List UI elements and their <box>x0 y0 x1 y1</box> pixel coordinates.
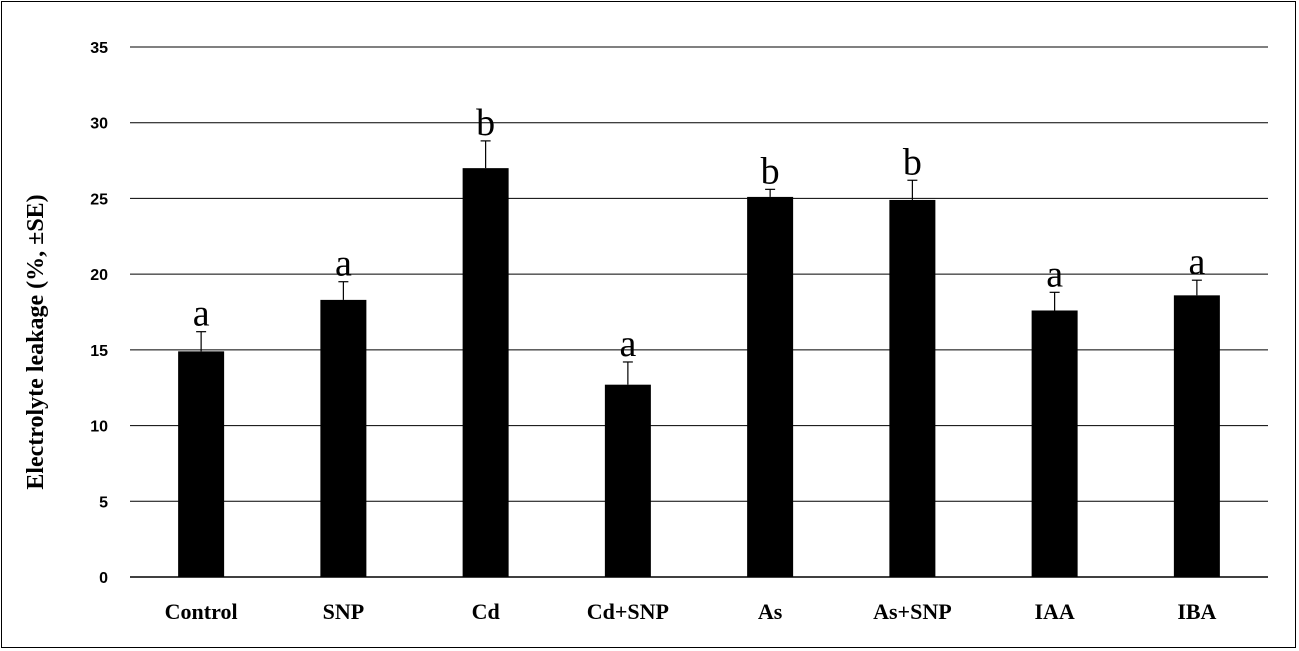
y-tick-label: 20 <box>90 267 108 284</box>
significance-letter: a <box>1046 253 1063 295</box>
y-tick-label: 5 <box>99 494 108 511</box>
y-tick-label: 30 <box>90 116 108 133</box>
y-axis-label: Electrolyte leakage (%, ±SE) <box>23 194 49 489</box>
significance-letter: b <box>903 141 922 183</box>
bar-as <box>747 196 794 577</box>
x-category-label: Control <box>165 599 238 624</box>
bar-iba <box>1173 295 1220 577</box>
bar-cd <box>462 168 509 577</box>
significance-letter: a <box>335 243 352 285</box>
y-tick-label: 25 <box>90 191 108 208</box>
x-category-label: As+SNP <box>873 599 952 624</box>
x-category-label: IAA <box>1034 599 1074 624</box>
significance-letter: a <box>193 293 210 335</box>
bar-control <box>178 351 225 577</box>
bar-snp <box>320 299 367 577</box>
x-category-label: As <box>758 599 783 624</box>
y-tick-label: 10 <box>90 419 108 436</box>
significance-letter: a <box>619 323 636 365</box>
x-category-label: Cd <box>472 599 500 624</box>
x-category-label: IBA <box>1177 599 1216 624</box>
y-tick-label: 35 <box>90 40 108 57</box>
y-tick-label: 0 <box>99 570 108 587</box>
significance-letter: a <box>1188 241 1205 283</box>
bar-as-snp <box>889 199 936 577</box>
x-category-label: SNP <box>323 599 365 624</box>
bar-iaa <box>1031 310 1078 577</box>
significance-letter: b <box>761 150 780 192</box>
significance-letter: b <box>476 102 495 144</box>
x-category-label: Cd+SNP <box>587 599 669 624</box>
y-tick-label: 15 <box>90 343 108 360</box>
bar-cd-snp <box>604 384 651 577</box>
